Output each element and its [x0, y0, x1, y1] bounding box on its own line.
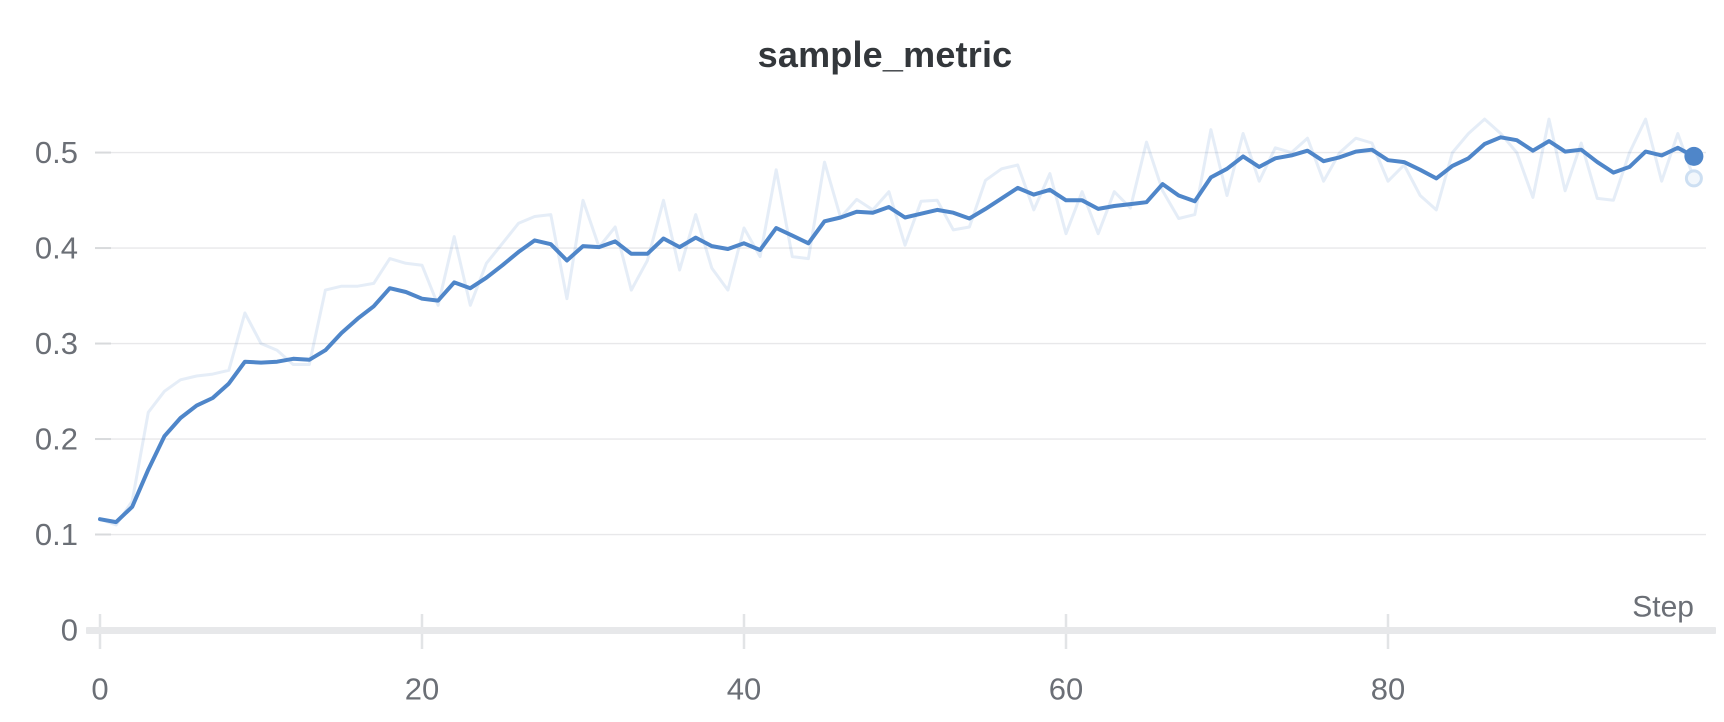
- chart-title: sample_metric: [757, 34, 1013, 75]
- x-tick-label: 0: [91, 672, 108, 707]
- raw-endpoint-marker[interactable]: [1684, 169, 1703, 188]
- y-tick-label: 0.4: [35, 231, 78, 266]
- x-axis-baseline: [86, 627, 1716, 634]
- y-tick-label: 0.3: [35, 326, 78, 361]
- x-tick-label: 20: [405, 672, 439, 707]
- raw-series-line[interactable]: [98, 117, 1696, 527]
- x-tick-label: 60: [1049, 672, 1083, 707]
- smoothed-series-line[interactable]: [98, 135, 1696, 525]
- x-tick-label: 80: [1371, 672, 1405, 707]
- y-tick-label: 0: [61, 613, 78, 648]
- y-tick-label: 0.2: [35, 422, 78, 457]
- y-tick-label: 0.5: [35, 135, 78, 170]
- x-axis-title: Step: [1632, 591, 1694, 624]
- y-tick-label: 0.1: [35, 517, 78, 552]
- smoothed-endpoint-marker[interactable]: [1684, 146, 1704, 166]
- x-tick-label: 40: [727, 672, 761, 707]
